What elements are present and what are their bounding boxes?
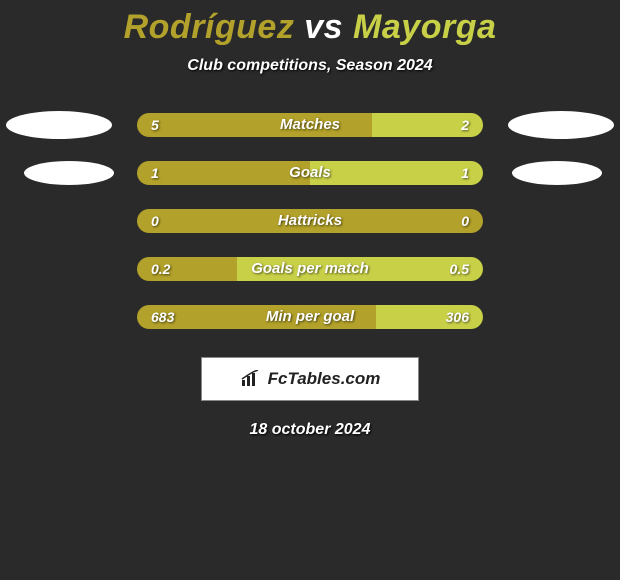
- subtitle: Club competitions, Season 2024: [0, 57, 620, 75]
- stat-bar-left: [137, 161, 310, 185]
- stat-rows: 52Matches 11Goals 00Hattricks 0.20.5Goals p…: [0, 113, 620, 329]
- stat-bar-left: [137, 209, 483, 233]
- stat-bar-right: [237, 257, 483, 281]
- stat-bar-right: [376, 305, 483, 329]
- title-player-left: Rodríguez: [124, 8, 295, 46]
- stat-bar: 52Matches: [137, 113, 483, 137]
- page-title: Rodríguez vs Mayorga: [0, 8, 620, 47]
- brand-box[interactable]: FcTables.com: [201, 357, 419, 401]
- brand-text: FcTables.com: [268, 369, 381, 389]
- stat-bar-right: [372, 113, 483, 137]
- stat-bar: 0.20.5Goals per match: [137, 257, 483, 281]
- player-ellipse-right: [508, 111, 614, 139]
- bar-chart-icon: [240, 370, 262, 388]
- stat-bar-left: [137, 305, 376, 329]
- footer-date: 18 october 2024: [0, 421, 620, 439]
- stat-bar: 00Hattricks: [137, 209, 483, 233]
- title-player-right: Mayorga: [353, 8, 496, 46]
- player-ellipse-left: [24, 161, 114, 185]
- title-vs: vs: [294, 8, 353, 46]
- stat-row: 11Goals: [0, 161, 620, 185]
- stat-row: 683306Min per goal: [0, 305, 620, 329]
- player-ellipse-left: [6, 111, 112, 139]
- stat-row: 00Hattricks: [0, 209, 620, 233]
- player-ellipse-right: [512, 161, 602, 185]
- stat-bar-left: [137, 257, 237, 281]
- stat-row: 0.20.5Goals per match: [0, 257, 620, 281]
- stat-bar: 683306Min per goal: [137, 305, 483, 329]
- stat-bar-right: [310, 161, 483, 185]
- stat-bar: 11Goals: [137, 161, 483, 185]
- stat-bar-left: [137, 113, 372, 137]
- comparison-widget: Rodríguez vs Mayorga Club competitions, …: [0, 0, 620, 439]
- stat-row: 52Matches: [0, 113, 620, 137]
